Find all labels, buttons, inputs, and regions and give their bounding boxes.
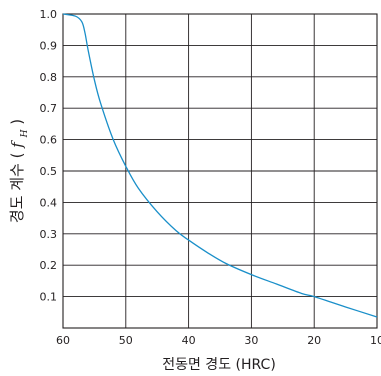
y-axis-title: 경도 계수 ( f H ) bbox=[8, 119, 30, 223]
x-tick-label: 30 bbox=[244, 334, 258, 347]
x-tick-labels: 60 50 40 30 20 10 bbox=[56, 334, 381, 347]
y-tick-label: 0.8 bbox=[40, 71, 58, 84]
y-tick-label: 0.5 bbox=[40, 165, 58, 178]
y-tick-label: 0.2 bbox=[40, 259, 58, 272]
y-axis-title-subscript: H bbox=[20, 129, 30, 138]
x-axis-title: 전동면 경도 (HRC) bbox=[162, 357, 276, 373]
y-axis-title-prefix: 경도 계수 ( bbox=[8, 153, 26, 224]
y-tick-label: 0.9 bbox=[40, 39, 58, 52]
series-line-hardness-factor bbox=[62, 13, 378, 318]
x-tick-label: 60 bbox=[56, 334, 70, 347]
y-tick-label: 0.4 bbox=[40, 196, 58, 209]
y-tick-label: 0.1 bbox=[40, 291, 58, 304]
x-tick-label: 10 bbox=[370, 334, 381, 347]
x-tick-label: 20 bbox=[307, 334, 321, 347]
y-tick-label: 1.0 bbox=[40, 8, 58, 21]
grid-lines bbox=[62, 13, 378, 328]
y-axis-title-suffix: ) bbox=[8, 119, 26, 125]
y-tick-label: 0.6 bbox=[40, 134, 58, 147]
y-axis-title-symbol: f bbox=[8, 140, 26, 149]
x-tick-label: 40 bbox=[182, 334, 196, 347]
y-tick-labels: 0.1 0.2 0.3 0.4 0.5 0.6 0.7 0.8 0.9 1.0 bbox=[40, 8, 58, 304]
y-tick-label: 0.7 bbox=[40, 102, 58, 115]
plot-frame bbox=[62, 13, 378, 329]
y-tick-label: 0.3 bbox=[40, 228, 58, 241]
x-tick-label: 50 bbox=[119, 334, 133, 347]
